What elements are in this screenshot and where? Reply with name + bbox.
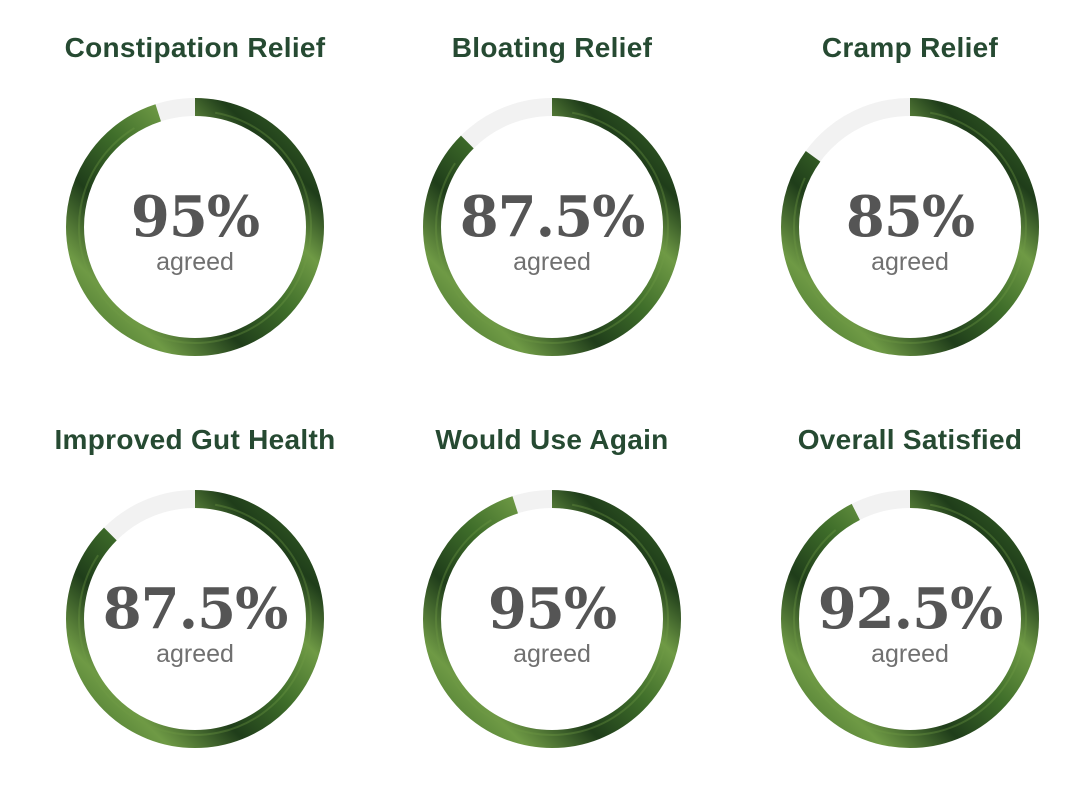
donut-value-label: 95% <box>130 184 260 250</box>
donut-arc-sheen <box>793 502 1027 736</box>
donut-title: Bloating Relief <box>451 32 653 63</box>
donut-value-label: 92.5% <box>817 576 1004 642</box>
donut-title: Cramp Relief <box>821 32 999 63</box>
donut-caption: agreed <box>156 640 234 668</box>
donut-arc-sheen <box>435 109 669 344</box>
donut-ring: 87.5% agreed <box>422 97 682 357</box>
donut-card: Overall Satisfied 92.5% agreed <box>731 392 1074 788</box>
donut-value-label: 87.5% <box>102 576 289 642</box>
donut-caption: agreed <box>513 248 591 276</box>
donut-caption: agreed <box>871 640 949 668</box>
donut-svg <box>423 98 681 356</box>
donut-value-arc <box>423 98 681 356</box>
donut-card: Would Use Again 95% agreed <box>373 392 731 788</box>
donut-svg <box>781 490 1039 748</box>
donut-card: Cramp Relief 85% agreed <box>731 0 1074 396</box>
donut-arc-sheen <box>435 502 669 736</box>
donut-caption: agreed <box>156 248 234 276</box>
donut-ring: 85% agreed <box>780 97 1040 357</box>
donut-svg <box>66 98 324 356</box>
donut-value-label: 85% <box>845 184 975 250</box>
donut-value-label: 95% <box>487 576 617 642</box>
donut-arc-sheen <box>78 109 312 344</box>
donut-svg <box>781 98 1039 356</box>
donut-caption: agreed <box>871 248 949 276</box>
donut-title: Would Use Again <box>435 424 669 455</box>
donut-value-label: 87.5% <box>459 184 646 250</box>
donut-arc-sheen <box>78 502 312 736</box>
donut-card: Constipation Relief 95% agreed <box>16 0 374 396</box>
donut-arc-sheen <box>793 109 1027 344</box>
donut-svg <box>423 490 681 748</box>
donut-title: Improved Gut Health <box>54 424 336 455</box>
donut-card: Improved Gut Health 87.5% agreed <box>16 392 374 788</box>
donut-svg <box>66 490 324 748</box>
donut-title: Constipation Relief <box>64 32 326 63</box>
donut-value-arc <box>423 490 681 748</box>
donut-value-arc <box>781 490 1039 748</box>
donut-ring: 95% agreed <box>65 97 325 357</box>
donut-card: Bloating Relief 87.5% agreed <box>373 0 731 396</box>
donut-ring: 95% agreed <box>422 489 682 749</box>
donut-ring: 87.5% agreed <box>65 489 325 749</box>
donut-value-arc <box>66 490 324 748</box>
donut-ring: 92.5% agreed <box>780 489 1040 749</box>
donut-title: Overall Satisfied <box>797 424 1023 455</box>
donut-value-arc <box>781 98 1039 356</box>
donut-value-arc <box>66 98 324 356</box>
donut-caption: agreed <box>513 640 591 668</box>
